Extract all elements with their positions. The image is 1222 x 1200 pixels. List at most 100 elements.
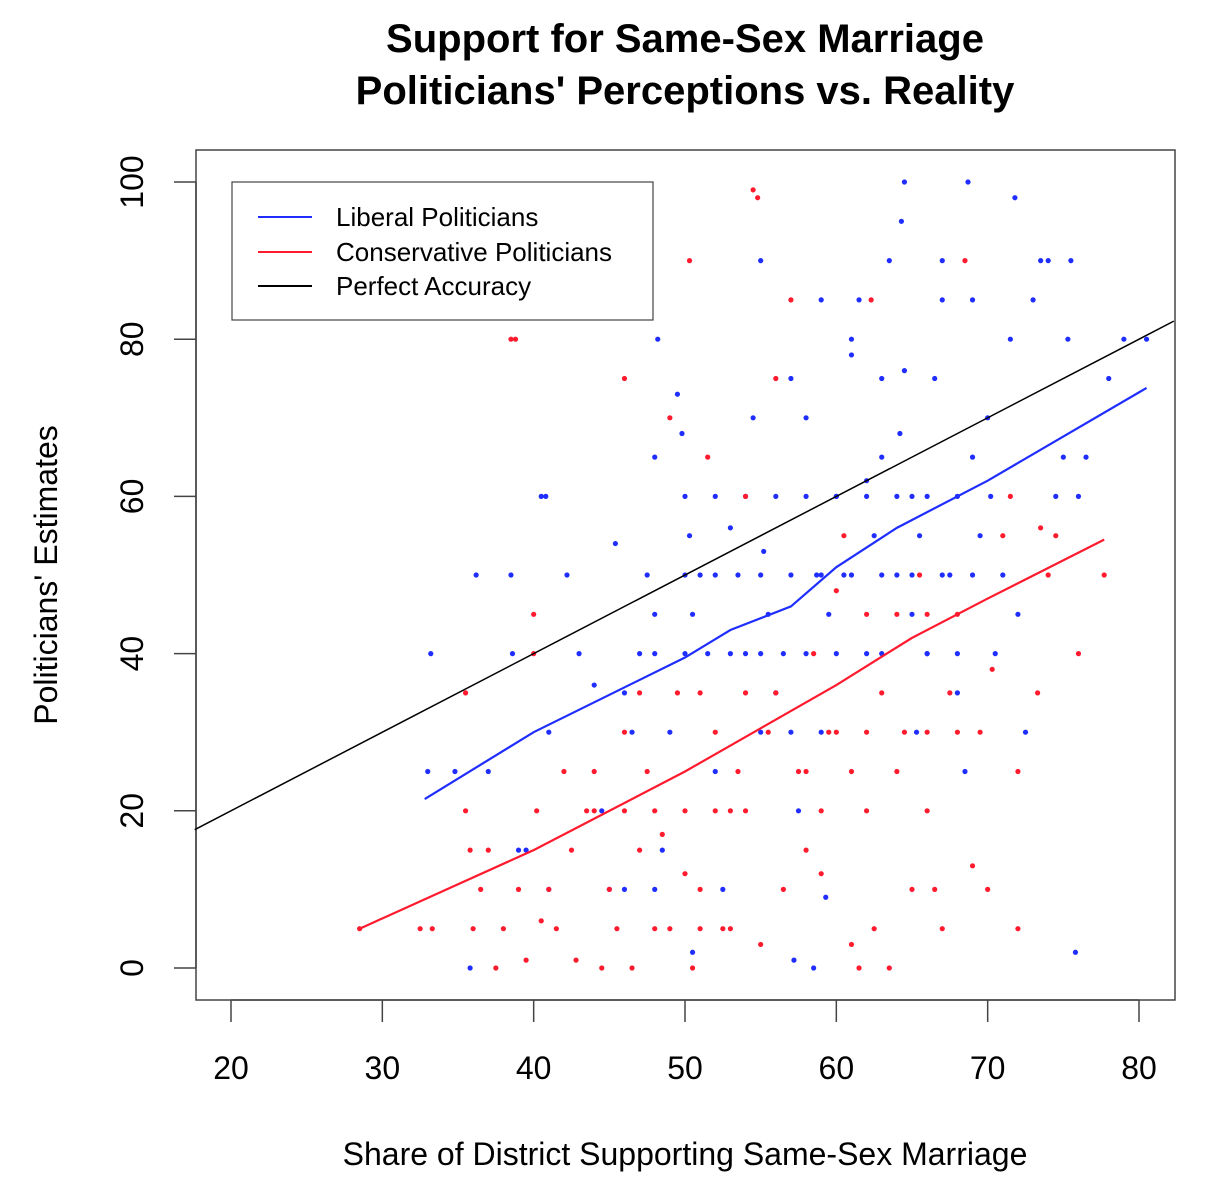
liberal-point xyxy=(898,218,905,224)
liberal-point xyxy=(897,430,903,437)
conservative-point xyxy=(932,886,938,893)
liberal-point xyxy=(735,572,741,578)
liberal-point xyxy=(886,258,892,264)
liberal-point xyxy=(909,611,915,617)
x-tick-label: 80 xyxy=(1121,1050,1157,1086)
liberal-point xyxy=(758,258,764,264)
x-axis-label: Share of District Supporting Same-Sex Ma… xyxy=(343,1136,1028,1172)
conservative-point xyxy=(894,611,900,617)
conservative-point xyxy=(879,690,885,696)
liberal-point xyxy=(467,965,473,971)
liberal-point xyxy=(826,611,832,617)
liberal-point xyxy=(901,179,908,185)
liberal-point xyxy=(811,965,817,971)
liberal-point xyxy=(803,651,809,657)
liberal-point xyxy=(1072,949,1079,955)
conservative-point xyxy=(924,729,930,735)
conservative-point xyxy=(909,886,915,893)
conservative-point xyxy=(841,533,847,539)
liberal-point xyxy=(939,258,945,264)
conservative-point xyxy=(742,493,749,499)
chart-title-line-1: Support for Same-Sex Marriage xyxy=(386,17,984,61)
liberal-point xyxy=(652,611,658,617)
conservative-point xyxy=(1007,493,1013,499)
conservative-point xyxy=(705,454,711,460)
liberal-point xyxy=(864,493,870,499)
conservative-point xyxy=(652,926,658,932)
liberal-point xyxy=(894,572,900,578)
conservative-point xyxy=(682,808,688,814)
legend-label-accuracy: Perfect Accuracy xyxy=(336,271,531,301)
liberal-point xyxy=(761,548,767,555)
conservative-point xyxy=(989,666,995,672)
liberal-point xyxy=(485,768,491,775)
conservative-point xyxy=(803,847,809,853)
conservative-point xyxy=(686,258,693,264)
conservative-point xyxy=(652,808,658,814)
liberal-point xyxy=(727,651,734,657)
conservative-point xyxy=(682,871,688,877)
conservative-point xyxy=(689,965,696,971)
conservative-point xyxy=(697,926,703,932)
conservative-point xyxy=(546,886,552,893)
liberal-point xyxy=(879,454,885,460)
liberal-point xyxy=(823,894,829,900)
conservative-point xyxy=(811,651,817,657)
conservative-point xyxy=(833,588,839,594)
liberal-point xyxy=(1030,297,1036,303)
liberal-point xyxy=(1121,336,1127,342)
liberal-point xyxy=(814,572,820,578)
conservative-point xyxy=(1015,768,1021,775)
conservative-point xyxy=(803,768,809,775)
liberal-point xyxy=(780,651,786,657)
conservative-point xyxy=(644,768,650,775)
liberal-point xyxy=(473,572,479,578)
conservative-fit-line xyxy=(359,538,1105,930)
liberal-point xyxy=(523,847,529,853)
conservative-point xyxy=(765,729,771,735)
conservative-point xyxy=(818,808,824,814)
liberal-point xyxy=(428,651,434,657)
conservative-point xyxy=(727,926,734,932)
liberal-point xyxy=(871,533,877,539)
liberal-point xyxy=(913,729,920,735)
x-tick-label: 60 xyxy=(819,1050,855,1086)
conservative-point xyxy=(864,729,870,735)
liberal-point xyxy=(515,847,522,853)
conservative-point xyxy=(508,336,514,342)
liberal-point xyxy=(879,375,885,382)
liberal-point xyxy=(788,375,794,382)
conservative-point xyxy=(462,808,469,814)
liberal-point xyxy=(655,336,661,342)
conservative-point xyxy=(493,965,499,971)
liberal-point xyxy=(909,493,915,499)
perfect-accuracy-line xyxy=(194,320,1175,831)
conservative-point xyxy=(584,808,590,814)
liberal-point xyxy=(1045,258,1051,264)
conservative-point xyxy=(780,886,786,893)
y-tick-label: 40 xyxy=(114,636,150,672)
liberal-point xyxy=(621,690,628,696)
conservative-point xyxy=(962,258,968,264)
liberal-point xyxy=(576,651,582,657)
liberal-point xyxy=(629,729,635,735)
liberal-point xyxy=(988,493,994,499)
conservative-point xyxy=(667,415,673,421)
liberal-point xyxy=(947,572,953,578)
legend-label-conservative: Conservative Politicians xyxy=(336,237,612,267)
conservative-point xyxy=(868,297,874,303)
liberal-point xyxy=(712,572,718,578)
y-tick-label: 0 xyxy=(114,959,150,977)
conservative-point xyxy=(886,965,892,971)
liberal-point xyxy=(1143,336,1150,342)
liberal-point xyxy=(856,297,862,303)
x-tick-label: 30 xyxy=(365,1050,401,1086)
liberal-point xyxy=(425,768,431,775)
liberal-point xyxy=(909,572,915,578)
y-tick-label: 80 xyxy=(114,321,150,357)
conservative-point xyxy=(795,768,802,775)
y-tick-label: 60 xyxy=(114,479,150,515)
liberal-point xyxy=(818,297,824,303)
liberal-point xyxy=(1000,572,1006,578)
conservative-point xyxy=(485,847,491,853)
